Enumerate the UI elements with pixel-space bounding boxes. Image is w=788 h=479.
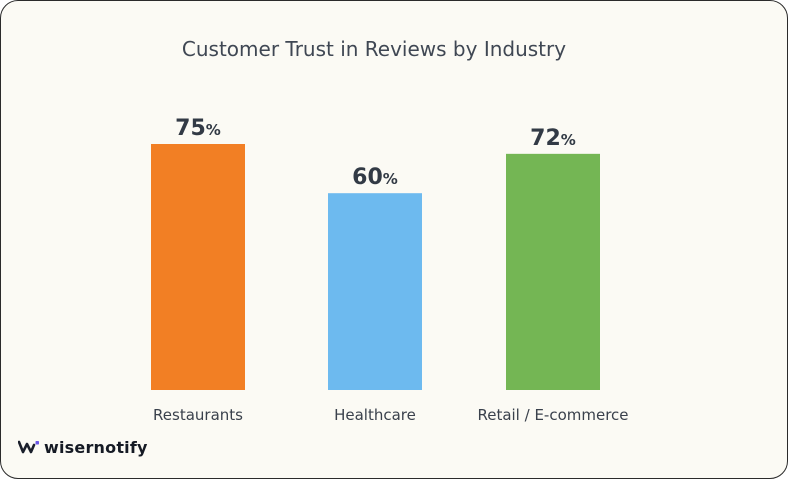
brand-name: wisernotify xyxy=(44,437,148,457)
category-label: Healthcare xyxy=(334,406,416,424)
data-label: 75% xyxy=(175,116,221,141)
category-label: Restaurants xyxy=(153,406,243,424)
wisernotify-logo-icon xyxy=(18,440,39,454)
data-label: 72% xyxy=(530,126,576,151)
brand-logo: wisernotify xyxy=(18,436,148,458)
data-label: 60% xyxy=(352,165,398,190)
bar-healthcare xyxy=(328,193,422,390)
bar-restaurants xyxy=(151,144,245,390)
category-label: Retail / E-commerce xyxy=(477,406,628,424)
bar-retail-e-commerce xyxy=(506,153,600,390)
chart-title: Customer Trust in Reviews by Industry xyxy=(181,37,567,61)
